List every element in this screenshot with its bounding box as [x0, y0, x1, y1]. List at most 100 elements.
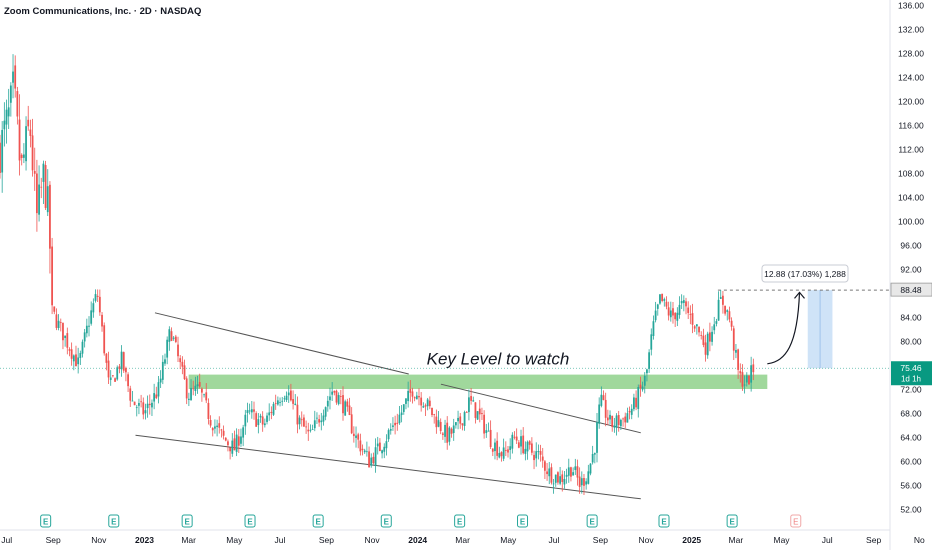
candle [400, 412, 403, 416]
candle [622, 418, 624, 420]
upcoming-earnings-marker[interactable]: E [790, 514, 802, 528]
candle [570, 467, 572, 477]
candle [248, 410, 251, 412]
candle [648, 352, 651, 369]
candle [305, 426, 308, 428]
earnings-marker[interactable]: E [244, 514, 256, 528]
x-tick-label: Mar [729, 535, 744, 545]
candle [114, 378, 116, 382]
candle [520, 436, 522, 447]
candle [179, 358, 182, 363]
earnings-marker-box[interactable] [108, 514, 120, 528]
earnings-marker[interactable]: E [40, 514, 52, 528]
candle [630, 408, 633, 415]
earnings-marker-box[interactable] [726, 514, 738, 528]
earnings-marker-box[interactable] [244, 514, 256, 528]
candle [40, 186, 43, 188]
candle [724, 305, 726, 314]
candle [79, 353, 82, 358]
candle [533, 454, 535, 461]
earnings-marker[interactable]: E [181, 514, 193, 528]
candle [361, 448, 364, 451]
candle [83, 332, 86, 342]
candle [576, 466, 579, 478]
candle [263, 423, 266, 426]
earnings-marker-label: E [589, 518, 595, 527]
upcoming-earnings-box[interactable] [790, 514, 802, 528]
candle [342, 395, 344, 414]
y-tick-label: 64.00 [900, 433, 922, 443]
candle [272, 403, 275, 415]
candle [244, 414, 247, 427]
candle [66, 333, 69, 348]
candle [743, 384, 746, 386]
candle [344, 401, 347, 416]
candle [20, 154, 23, 158]
projection-label: 12.88 (17.03%) 1,288 [764, 269, 846, 279]
candle [231, 440, 234, 454]
candle [36, 173, 38, 214]
earnings-marker-box[interactable] [658, 514, 670, 528]
upcoming-earnings-label: E [793, 518, 798, 527]
candle [316, 417, 318, 419]
earnings-marker-box[interactable] [517, 514, 529, 528]
candle [489, 429, 492, 448]
candle [177, 344, 179, 357]
candle [142, 402, 145, 415]
candle [298, 417, 301, 425]
candle [326, 400, 329, 407]
candle [233, 438, 236, 451]
earnings-marker-box[interactable] [454, 514, 466, 528]
earnings-marker[interactable]: E [380, 514, 392, 528]
y-tick-label: 128.00 [898, 49, 924, 59]
candle [687, 307, 690, 313]
candle [500, 452, 503, 457]
candle [200, 388, 203, 393]
candle [717, 299, 720, 321]
candle [138, 402, 140, 406]
candle [583, 478, 585, 486]
candle [591, 453, 594, 463]
candle [379, 442, 381, 452]
earnings-marker[interactable]: E [517, 514, 529, 528]
x-tick-label: 2025 [682, 535, 701, 545]
earnings-marker[interactable]: E [726, 514, 738, 528]
earnings-marker-box[interactable] [40, 514, 52, 528]
candle [187, 398, 190, 400]
candle [695, 324, 698, 327]
earnings-marker[interactable]: E [586, 514, 598, 528]
x-tick-label: Mar [455, 535, 470, 545]
candle [27, 119, 30, 127]
candle [450, 428, 453, 434]
candle [674, 312, 677, 320]
candle [611, 415, 614, 427]
earnings-marker[interactable]: E [312, 514, 324, 528]
last-price-tag [891, 361, 932, 386]
earnings-marker-box[interactable] [586, 514, 598, 528]
candle [678, 304, 681, 315]
candle [25, 126, 27, 162]
candle [544, 461, 546, 471]
candle [146, 403, 149, 409]
candle [216, 425, 218, 428]
candle [246, 410, 249, 414]
candle [109, 377, 112, 380]
candle [702, 335, 705, 345]
candle [85, 325, 88, 334]
x-tick-label: Nov [91, 535, 107, 545]
earnings-marker[interactable]: E [658, 514, 670, 528]
candle [663, 299, 666, 301]
earnings-marker-label: E [661, 518, 667, 527]
candle [394, 422, 397, 426]
candle [706, 333, 709, 356]
earnings-marker-box[interactable] [312, 514, 324, 528]
target-price-tag [890, 282, 932, 297]
candle [9, 85, 12, 103]
candle [750, 365, 753, 383]
candle [235, 434, 238, 452]
earnings-marker[interactable]: E [454, 514, 466, 528]
earnings-marker-box[interactable] [380, 514, 392, 528]
earnings-marker-box[interactable] [181, 514, 193, 528]
earnings-marker[interactable]: E [108, 514, 120, 528]
